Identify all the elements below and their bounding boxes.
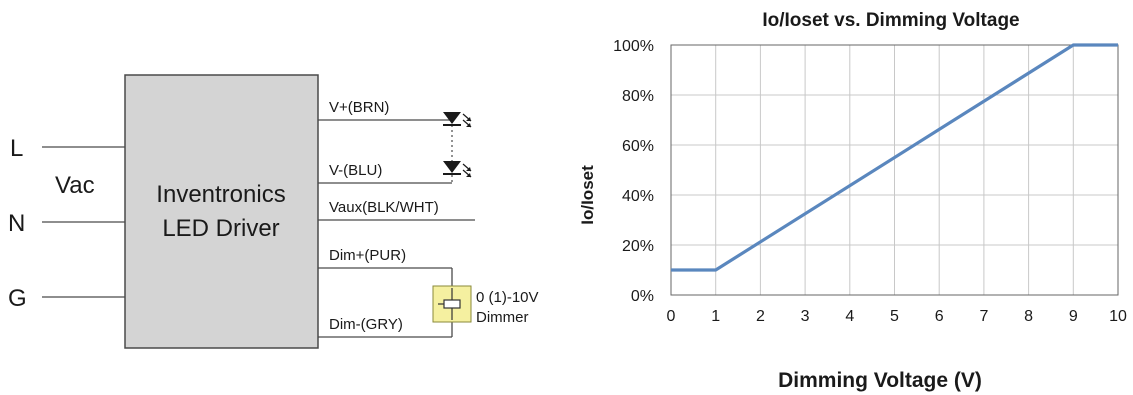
label-dim-minus: Dim-(GRY) bbox=[329, 316, 403, 333]
label-neutral: N bbox=[8, 210, 25, 237]
led-diode-icon bbox=[443, 112, 472, 128]
wiring-diagram: L N G Vac Inventronics LED Driver V+(BRN… bbox=[8, 74, 539, 349]
led-driver-box bbox=[124, 74, 319, 349]
y-tick-label: 40% bbox=[622, 188, 654, 205]
x-tick-label: 10 bbox=[1109, 308, 1127, 325]
label-v-minus: V-(BLU) bbox=[329, 162, 382, 179]
y-tick-label: 0% bbox=[631, 288, 654, 305]
y-axis-label: Io/Ioset bbox=[578, 165, 597, 225]
series-line bbox=[671, 43, 1118, 272]
x-axis-label: Dimming Voltage (V) bbox=[778, 369, 982, 392]
label-ground: G bbox=[8, 285, 27, 312]
driver-name-line2: LED Driver bbox=[162, 215, 279, 242]
y-tick-label: 80% bbox=[622, 88, 654, 105]
dimmer-label-line2: Dimmer bbox=[476, 309, 529, 326]
label-v-plus: V+(BRN) bbox=[329, 99, 389, 116]
chart-title: Io/Ioset vs. Dimming Voltage bbox=[762, 10, 1019, 31]
x-tick-label: 1 bbox=[711, 308, 720, 325]
x-tick-label: 0 bbox=[667, 308, 676, 325]
x-tick-label: 5 bbox=[890, 308, 899, 325]
x-tick-label: 4 bbox=[845, 308, 854, 325]
y-axis-ticks: 0% 20% 40% 60% 80% 100% bbox=[613, 38, 654, 305]
x-tick-label: 7 bbox=[979, 308, 988, 325]
dimmer-label-line1: 0 (1)-10V bbox=[476, 289, 539, 306]
label-line: L bbox=[10, 135, 23, 162]
x-tick-label: 3 bbox=[801, 308, 810, 325]
x-tick-label: 6 bbox=[935, 308, 944, 325]
label-vac: Vac bbox=[55, 172, 95, 199]
label-vaux: Vaux(BLK/WHT) bbox=[329, 199, 439, 216]
x-tick-label: 9 bbox=[1069, 308, 1078, 325]
y-tick-label: 60% bbox=[622, 138, 654, 155]
label-dim-plus: Dim+(PUR) bbox=[329, 247, 406, 264]
driver-name-line1: Inventronics bbox=[156, 181, 285, 208]
series-layer bbox=[671, 43, 1118, 272]
y-tick-label: 100% bbox=[613, 38, 654, 55]
x-tick-label: 8 bbox=[1024, 308, 1033, 325]
x-tick-label: 2 bbox=[756, 308, 765, 325]
plot-frame bbox=[670, 44, 1119, 296]
x-axis-ticks: 0 1 2 3 4 5 6 7 8 9 10 bbox=[667, 308, 1127, 325]
y-tick-label: 20% bbox=[622, 238, 654, 255]
dimming-chart: Io/Ioset vs. Dimming Voltage 0%20%40%60%… bbox=[578, 10, 1127, 392]
led-diode-icon bbox=[443, 161, 472, 178]
potentiometer-icon bbox=[438, 288, 461, 320]
